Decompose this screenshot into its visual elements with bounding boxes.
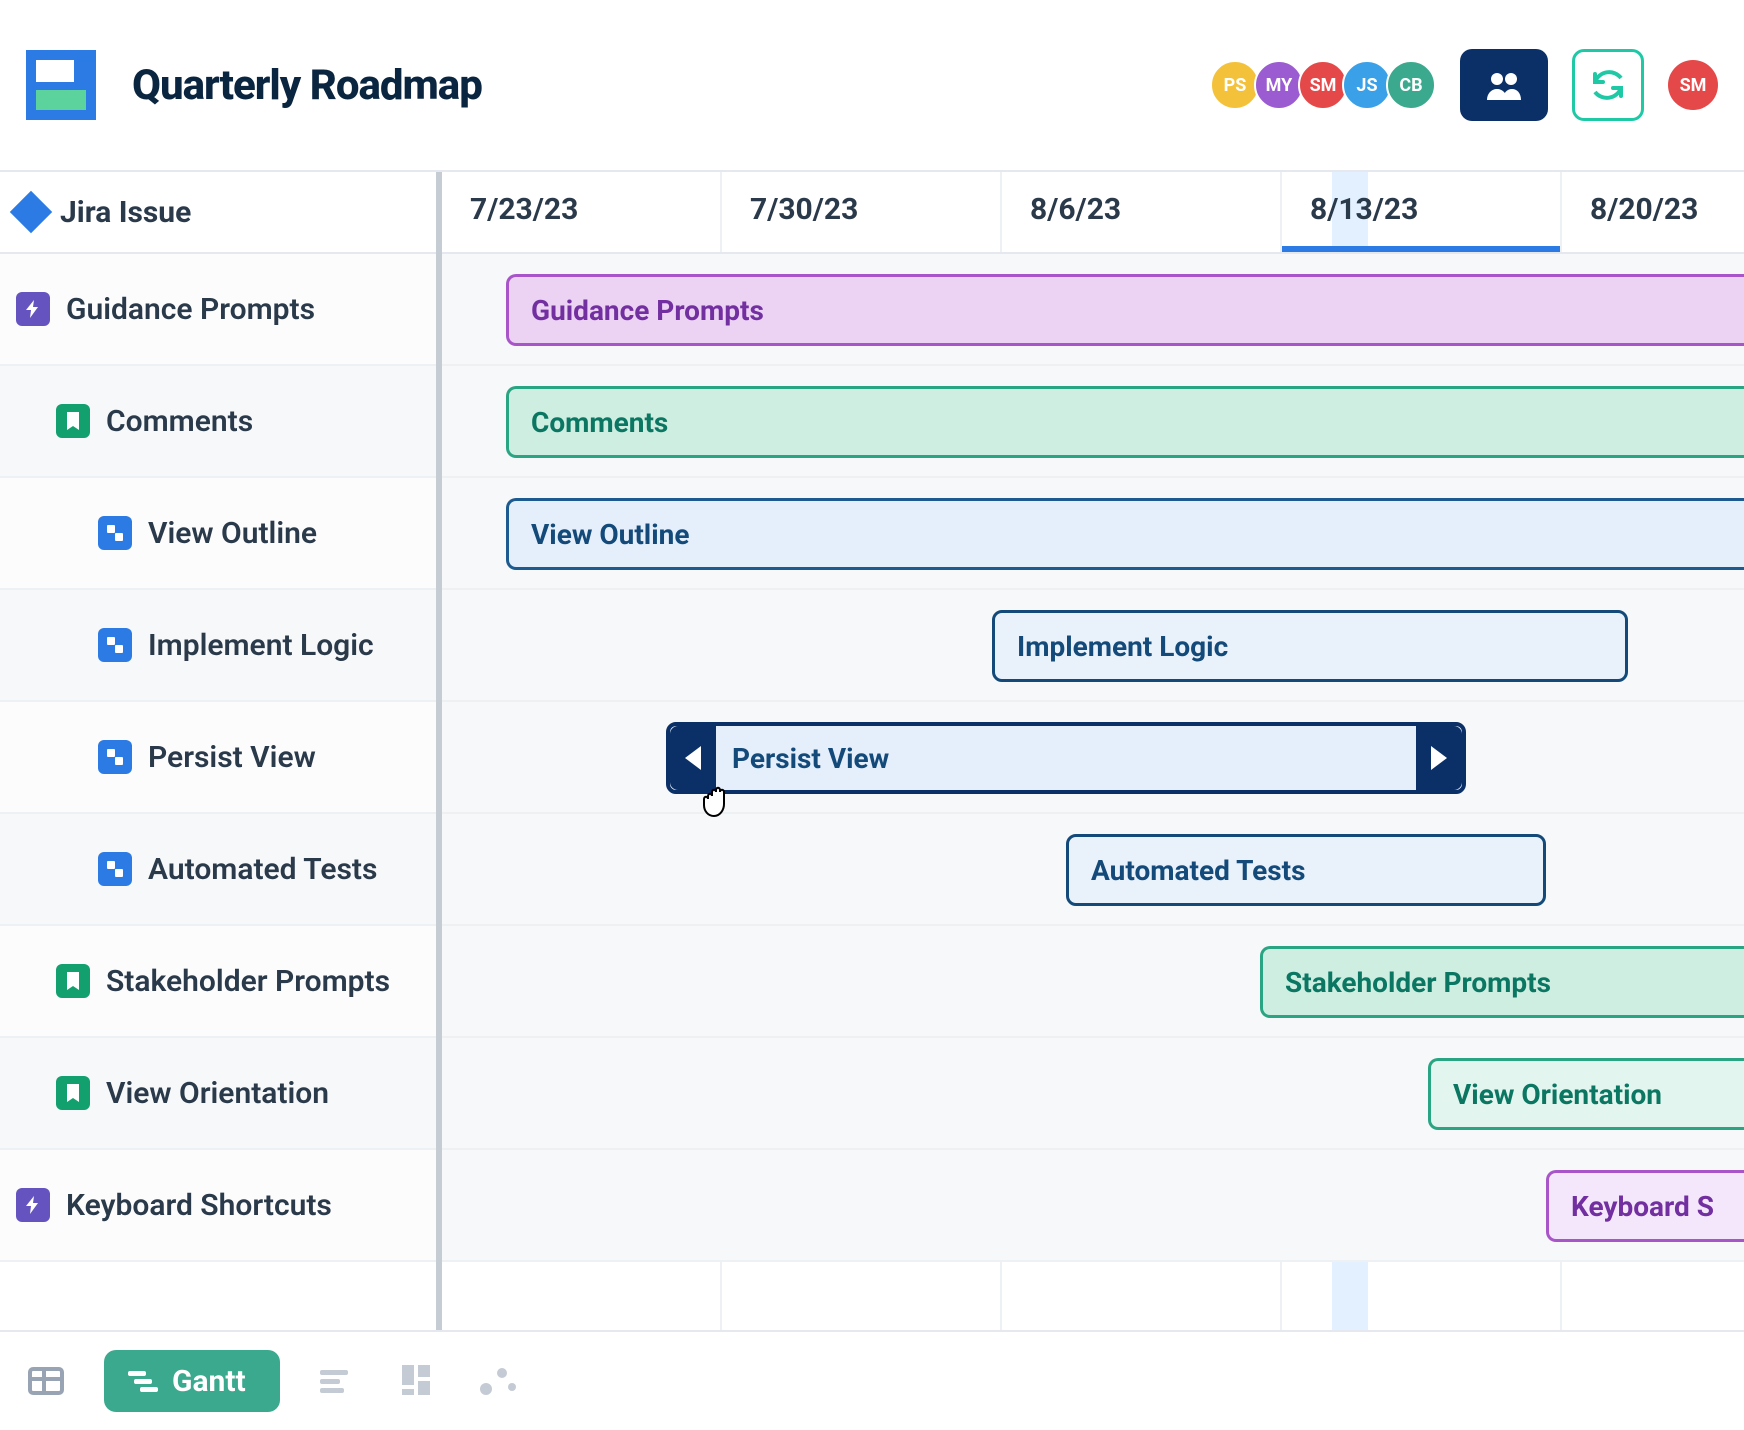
bar-resize-handle-left[interactable] (670, 726, 716, 790)
view-gantt-button[interactable]: Gantt (104, 1350, 280, 1412)
bar-resize-handle-right[interactable] (1416, 726, 1462, 790)
sidebar-item-label: Comments (106, 404, 253, 439)
app-header: Quarterly Roadmap PSMYSMJSCB SM (0, 0, 1744, 170)
gantt-bar-label: Implement Logic (1017, 630, 1228, 663)
sidebar-item-label: View Orientation (106, 1076, 329, 1111)
gantt-bar[interactable]: Comments (506, 386, 1744, 458)
sidebar-item-label: Keyboard Shortcuts (66, 1188, 332, 1223)
gantt-bar[interactable]: View Orientation (1428, 1058, 1744, 1130)
current-user-avatar[interactable]: SM (1668, 60, 1718, 110)
page-title: Quarterly Roadmap (132, 61, 482, 110)
sidebar-item-label: Implement Logic (148, 628, 374, 663)
gantt-bar-label: Keyboard S (1571, 1190, 1714, 1223)
grid-row-line (442, 1260, 1744, 1262)
gantt-bar-label: Guidance Prompts (531, 294, 764, 327)
subtask-icon (98, 852, 132, 886)
share-button[interactable] (1460, 49, 1548, 121)
grid-column-line (1560, 172, 1562, 252)
gantt-bar[interactable]: Stakeholder Prompts (1260, 946, 1744, 1018)
sidebar-item[interactable]: View Outline (0, 478, 436, 590)
people-icon (1485, 70, 1523, 100)
sidebar-item[interactable]: Guidance Prompts (0, 254, 436, 366)
bookmark-icon (56, 1076, 90, 1110)
gantt-bar[interactable]: Keyboard S (1546, 1170, 1744, 1242)
collaborator-avatar[interactable]: JS (1342, 60, 1392, 110)
gantt-bar-label: Persist View (732, 742, 889, 775)
gantt-bar-label: Automated Tests (1091, 854, 1306, 887)
subtask-icon (98, 516, 132, 550)
sidebar-item[interactable]: Persist View (0, 702, 436, 814)
sidebar: Jira Issue Guidance Prompts Comments View … (0, 172, 442, 1330)
sidebar-item-label: Stakeholder Prompts (106, 964, 390, 999)
sidebar-item-label: Guidance Prompts (66, 292, 315, 327)
sidebar-item[interactable]: Automated Tests (0, 814, 436, 926)
sidebar-item-label: Automated Tests (148, 852, 377, 887)
collaborator-avatar[interactable]: PS (1210, 60, 1260, 110)
app-logo (26, 50, 96, 120)
bookmark-icon (56, 404, 90, 438)
lightning-icon (16, 292, 50, 326)
collaborator-avatars: PSMYSMJSCB (1216, 60, 1436, 110)
sidebar-item[interactable]: Implement Logic (0, 590, 436, 702)
view-board-button[interactable] (396, 1359, 440, 1403)
timeline[interactable]: 7/23/23 7/30/23 8/6/23 8/13/23 8/20/23 Guida… (442, 172, 1744, 1330)
view-table-button[interactable] (24, 1359, 68, 1403)
timeline-date: 8/13/23 (1310, 192, 1418, 227)
grid-column-line (1000, 172, 1002, 252)
bookmark-icon (56, 964, 90, 998)
collaborator-avatar[interactable]: CB (1386, 60, 1436, 110)
gantt-bar-label: Stakeholder Prompts (1285, 966, 1551, 999)
view-switcher-footer: Gantt (0, 1330, 1744, 1430)
sidebar-rows: Guidance Prompts Comments View Outline Impl… (0, 254, 436, 1330)
gantt-bar[interactable]: Automated Tests (1066, 834, 1546, 906)
collaborator-avatar[interactable]: MY (1254, 60, 1304, 110)
workspace: Jira Issue Guidance Prompts Comments View … (0, 170, 1744, 1330)
gantt-bar-label: View Outline (531, 518, 689, 551)
timeline-date: 7/23/23 (470, 192, 578, 227)
timeline-header: 7/23/23 7/30/23 8/6/23 8/13/23 8/20/23 (442, 172, 1744, 254)
sync-icon (1588, 65, 1628, 105)
grid-column-line (1280, 172, 1282, 252)
view-list-button[interactable] (316, 1359, 360, 1403)
sync-button[interactable] (1572, 49, 1644, 121)
gantt-bar-label: View Orientation (1453, 1078, 1662, 1111)
timeline-body[interactable]: Guidance Prompts Comments View Outline Impl… (442, 254, 1744, 1330)
sidebar-header-label: Jira Issue (60, 195, 191, 230)
gantt-bar[interactable]: Implement Logic (992, 610, 1628, 682)
sidebar-item[interactable]: Keyboard Shortcuts (0, 1150, 436, 1262)
gantt-bar[interactable]: View Outline (506, 498, 1744, 570)
view-gantt-label: Gantt (172, 1364, 246, 1399)
sidebar-header[interactable]: Jira Issue (0, 172, 436, 254)
lightning-icon (16, 1188, 50, 1222)
timeline-date: 7/30/23 (750, 192, 858, 227)
sidebar-item[interactable]: Comments (0, 366, 436, 478)
subtask-icon (98, 628, 132, 662)
gantt-icon (128, 1369, 158, 1393)
grid-column-line (720, 172, 722, 252)
gantt-bar[interactable]: Persist View (666, 722, 1466, 794)
jira-icon (10, 191, 52, 233)
subtask-icon (98, 740, 132, 774)
view-network-button[interactable] (476, 1359, 520, 1403)
gantt-bar-label: Comments (531, 406, 668, 439)
sidebar-item[interactable]: Stakeholder Prompts (0, 926, 436, 1038)
gantt-bar[interactable]: Guidance Prompts (506, 274, 1744, 346)
sidebar-item[interactable]: View Orientation (0, 1038, 436, 1150)
sidebar-item-label: Persist View (148, 740, 316, 775)
collaborator-avatar[interactable]: SM (1298, 60, 1348, 110)
timeline-date: 8/20/23 (1590, 192, 1698, 227)
active-week-underline (1280, 246, 1560, 252)
sidebar-item-label: View Outline (148, 516, 317, 551)
timeline-date: 8/6/23 (1030, 192, 1121, 227)
